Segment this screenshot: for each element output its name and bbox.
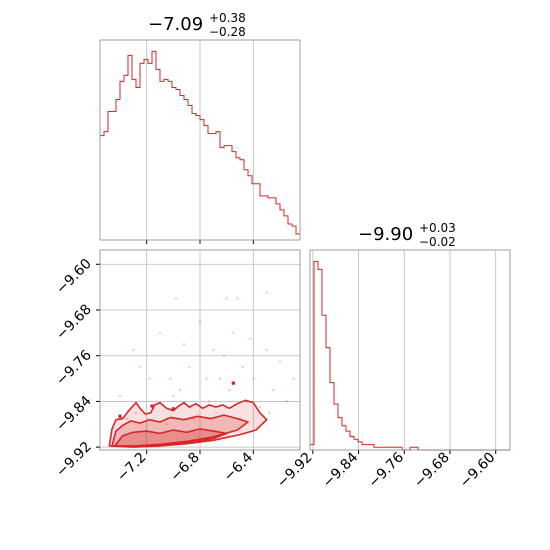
highlight-point [118,414,122,419]
scatter-point [218,377,222,380]
x-tick-label: −6.4 [221,449,256,484]
param-1-title-plus: +0.38 [209,11,246,25]
scatter-point [258,405,262,409]
param-2-x-tick-label: −9.60 [457,450,499,492]
param-2-x-tick-label: −9.68 [411,450,453,492]
y-tick-label: −9.60 [53,256,95,298]
x-tick-label: −7.2 [114,450,149,485]
scatter-point [208,400,211,403]
scatter-point [169,377,172,380]
scatter-point [265,348,268,352]
scatter-point [265,291,268,295]
param-1-title-minus: −0.28 [209,25,246,39]
scatter-point [222,354,226,357]
scatter-point [241,365,244,369]
scatter-point [236,297,239,300]
scatter-point [118,394,122,397]
scatter-point [178,388,182,392]
scatter-point [292,377,295,380]
scatter-contour-panel: −7.2 −6.8 −6.4 −9.92−9.84−9.76−9.68−9.60 [53,249,301,485]
scatter-point [249,337,252,340]
scatter-point [132,348,135,352]
contour-level [113,428,228,447]
scatter-point [278,360,282,363]
scatter-point [228,388,231,392]
scatter-point [205,377,208,380]
panel-frame [99,39,301,241]
param-2-title-value: −9.90 [358,224,413,245]
histogram-param-2-panel: −9.92 −9.84 −9.76 −9.68 −9.60 [274,249,511,492]
scatter-point [134,411,138,415]
scatter-point [172,394,175,397]
param-1-title-value: −7.09 [148,14,203,35]
scatter-point [188,365,191,369]
param-1-histogram-step [100,50,300,235]
param-2-x-tick-label: −9.76 [365,449,407,491]
scatter-point [198,320,202,323]
scatter-point [165,423,168,426]
scatter-point [225,297,228,300]
scatter-point [174,297,178,300]
scatter-point [272,388,275,392]
panel-frame [309,249,511,451]
panel-frame [99,249,301,451]
histogram-param-1-panel [99,39,301,244]
scatter-point [214,411,218,415]
scatter-point [148,377,151,380]
highlight-point [171,407,176,411]
y-tick-label: −9.84 [53,393,95,435]
scatter-point [158,331,162,335]
highlight-point [231,381,236,385]
y-tick-label: −9.92 [53,439,95,481]
scatter-point [232,331,235,335]
param-2-x-tick-label: −9.84 [320,449,362,491]
scatter-point [285,400,288,403]
y-tick-label: −9.68 [53,302,95,344]
x-tick-label: −6.8 [167,450,202,485]
highlight-point [150,404,154,408]
param-2-x-tick-label: −9.92 [274,450,316,492]
scatter-point [212,348,215,352]
contour-level [108,399,268,448]
scatter-point [252,377,255,380]
param-2-title-minus: −0.02 [419,235,456,249]
scatter-point [268,411,271,415]
scatter-point [182,343,186,346]
y-tick-label: −9.76 [53,347,95,389]
param-2-histogram-step [310,260,510,451]
scatter-point [125,417,128,420]
scatter-point [138,365,142,369]
param-2-title-plus: +0.03 [419,221,456,235]
